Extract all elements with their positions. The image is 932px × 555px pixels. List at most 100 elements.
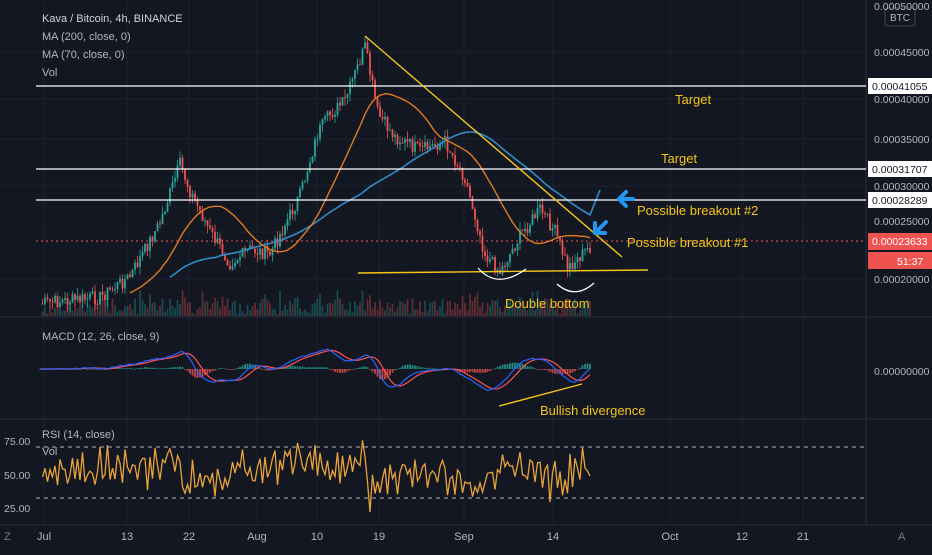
macd-histogram-bar — [306, 367, 309, 369]
candle-body — [99, 291, 101, 305]
volume-bar — [579, 310, 581, 316]
candle-body — [261, 248, 264, 259]
volume-bar — [161, 298, 164, 316]
macd-histogram-bar — [581, 365, 584, 369]
ma200-legend[interactable]: MA (200, close, 0) — [42, 31, 131, 43]
candle-body — [546, 213, 549, 215]
macd-histogram-bar — [524, 364, 526, 369]
volume-bar — [439, 306, 441, 316]
volume-bar — [254, 302, 256, 316]
volume-bar — [174, 308, 176, 316]
volume-bar — [326, 303, 329, 316]
macd-legend[interactable]: MACD (12, 26, close, 9) — [42, 331, 159, 343]
ma70-legend[interactable]: MA (70, close, 0) — [42, 49, 125, 61]
candle-body — [194, 193, 196, 201]
candle-body — [571, 262, 574, 269]
candle-body — [129, 274, 131, 278]
candle-body — [249, 245, 251, 250]
volume-bar — [156, 309, 159, 316]
volume-bar — [501, 311, 504, 316]
volume-bar — [44, 307, 46, 316]
macd-histogram-bar — [101, 369, 104, 370]
volume-bar — [46, 313, 49, 316]
candle-body — [581, 249, 584, 261]
volume-bar — [351, 311, 354, 316]
candle-body — [551, 227, 554, 231]
candle-body — [189, 186, 191, 198]
candle-body — [461, 167, 464, 180]
macd-histogram-bar — [276, 368, 279, 370]
candle-body — [366, 42, 369, 53]
price-tag-target-2-label: 0.00031707 — [872, 164, 928, 176]
macd-histogram-bar — [326, 367, 329, 369]
volume-bar — [111, 298, 114, 316]
volume-bar — [171, 305, 174, 316]
macd-histogram-bar — [144, 367, 146, 369]
volume-bar — [221, 296, 224, 316]
annotation-breakout-2: Possible breakout #2 — [637, 203, 758, 218]
candle-body — [386, 116, 389, 131]
macd-histogram-bar — [536, 369, 539, 370]
volume-bar — [521, 299, 524, 316]
candle-body — [206, 220, 209, 226]
candle-body — [276, 238, 279, 247]
macd-histogram-bar — [431, 368, 434, 370]
timezone-toggle-icon[interactable]: Z — [4, 531, 11, 543]
macd-histogram-bar — [159, 368, 161, 370]
candle-body — [156, 223, 159, 232]
price-tick: 0.00035000 — [874, 134, 930, 146]
macd-histogram-bar — [546, 369, 549, 371]
currency-badge[interactable] — [884, 7, 916, 27]
volume-bar — [186, 302, 189, 316]
candle-body — [191, 193, 194, 198]
volume-bar — [289, 300, 291, 316]
macd-histogram-bar — [331, 369, 334, 371]
macd-histogram-bar — [501, 364, 504, 369]
candle-body — [131, 269, 134, 278]
volume-bar — [101, 299, 104, 316]
macd-histogram-bar — [241, 365, 244, 369]
annotation-breakout-1: Possible breakout #1 — [627, 235, 748, 250]
volume-bar — [159, 305, 161, 316]
macd-histogram-bar — [199, 369, 201, 378]
macd-histogram-bar — [136, 368, 139, 369]
macd-histogram-bar — [216, 368, 219, 370]
auto-scale-toggle-icon[interactable]: A — [898, 531, 906, 543]
candle-body — [146, 243, 149, 251]
volume-bar — [584, 301, 586, 316]
volume-bar — [209, 309, 211, 316]
macd-histogram-bar — [421, 367, 424, 369]
macd-zero-label: 0.00000000 — [874, 366, 930, 378]
currency-label: BTC — [890, 13, 910, 24]
volume-bar — [414, 309, 416, 316]
candle-body — [109, 287, 111, 290]
candle-body — [86, 298, 89, 300]
macd-histogram-bar — [571, 369, 574, 373]
volume-bar — [134, 298, 136, 316]
volume-bar — [576, 313, 579, 316]
macd-histogram-bar — [469, 369, 471, 372]
candle-body — [71, 294, 74, 303]
rsi-vol-legend[interactable]: Vol — [42, 446, 57, 458]
volume-bar — [194, 313, 196, 316]
candle-body — [346, 94, 349, 98]
volume-bar — [466, 310, 469, 316]
macd-histogram-bar — [341, 369, 344, 373]
volume-bar — [434, 300, 436, 316]
candle-body — [291, 209, 294, 215]
candle-body — [411, 139, 414, 152]
candle-body — [426, 142, 429, 150]
volume-bar — [424, 301, 426, 316]
macd-histogram-bar — [359, 367, 361, 369]
volume-bar — [181, 290, 184, 316]
rsi-legend[interactable]: RSI (14, close) — [42, 429, 115, 441]
candle-body — [319, 124, 321, 139]
candle-body — [201, 210, 204, 222]
time-tick: 10 — [311, 531, 323, 543]
vol-legend[interactable]: Vol — [42, 67, 57, 79]
candle-body — [126, 274, 129, 280]
macd-histogram-bar — [214, 369, 216, 371]
candle-body — [539, 204, 541, 208]
